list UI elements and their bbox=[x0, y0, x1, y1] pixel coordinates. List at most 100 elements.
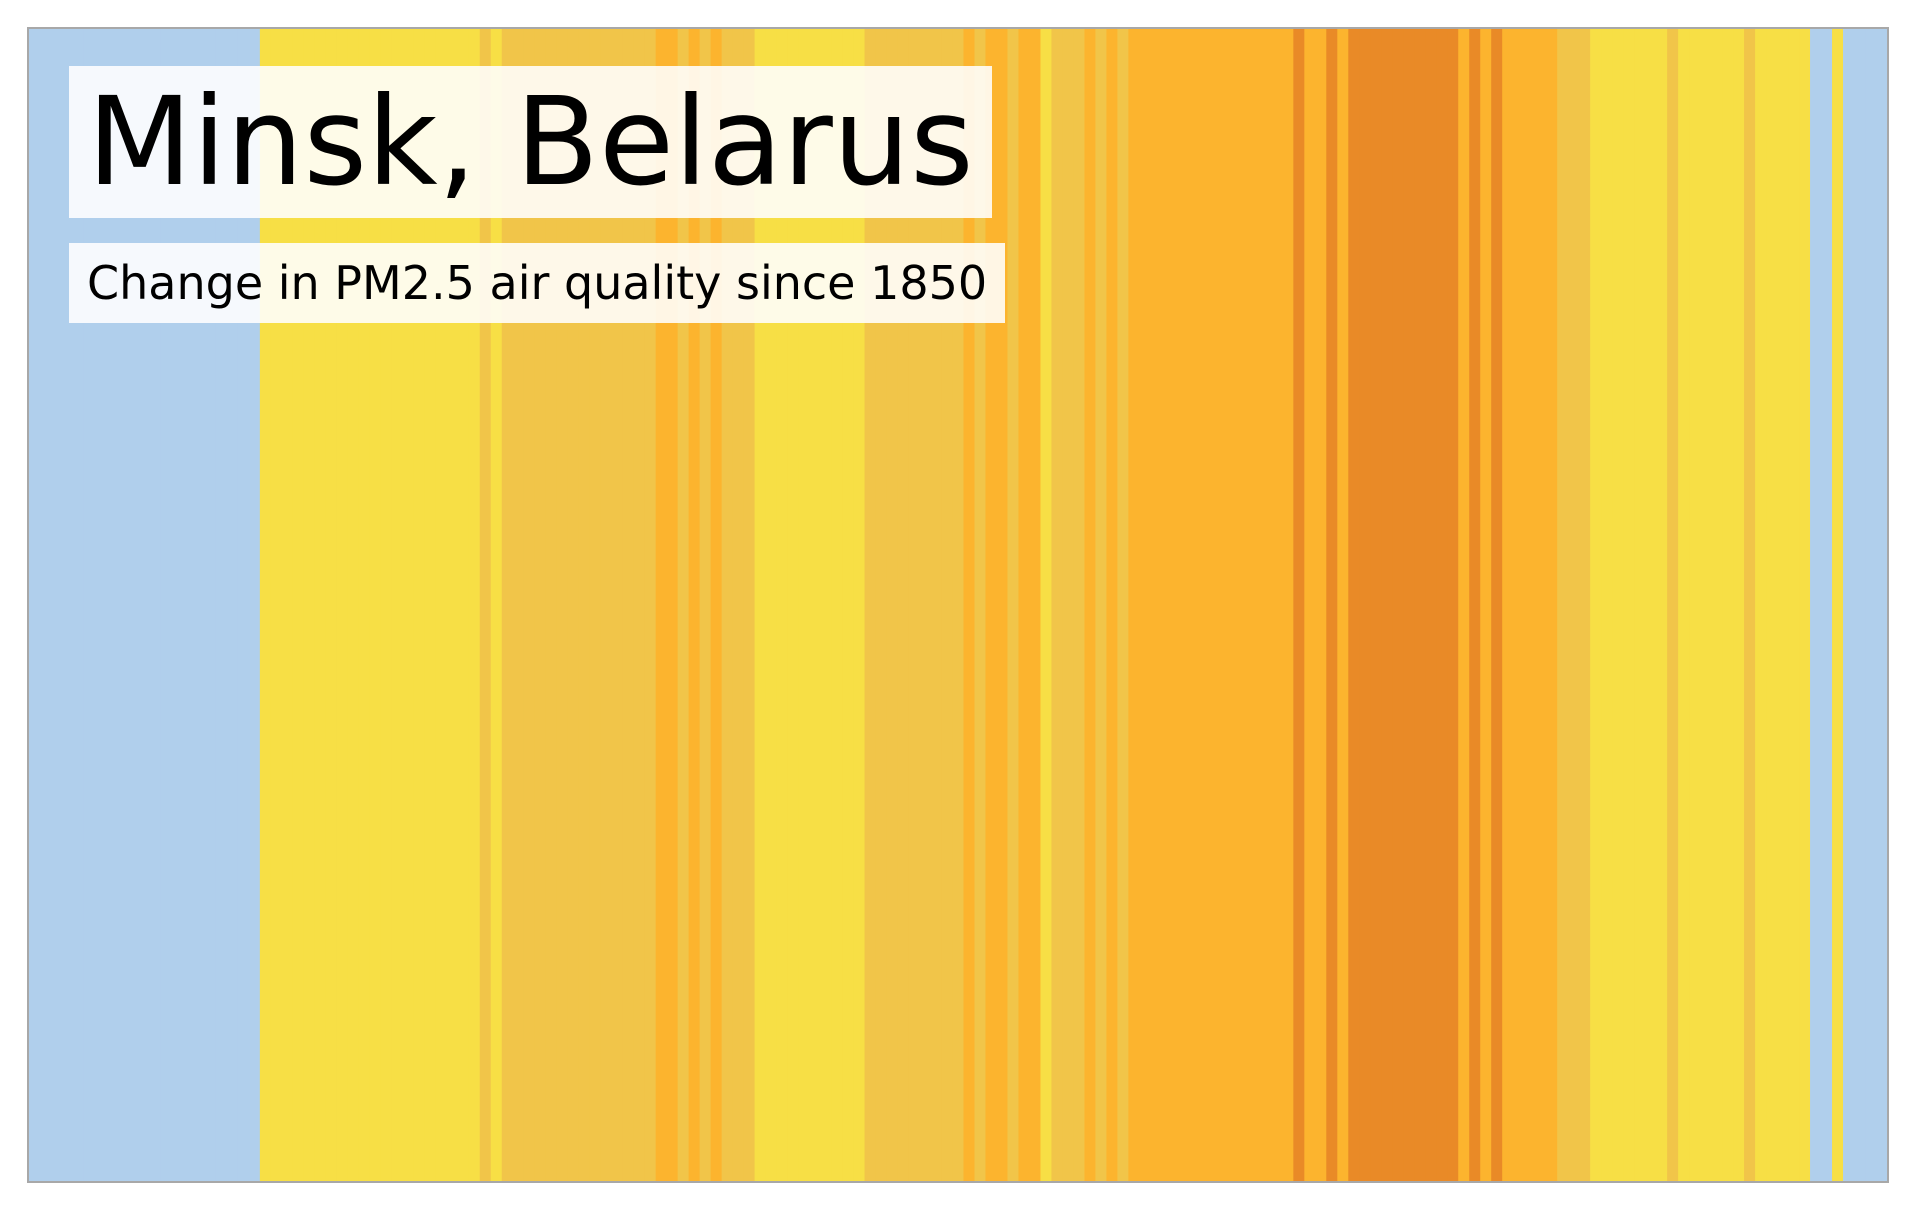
stripe-1975 bbox=[1403, 29, 1415, 1181]
stripe-1948 bbox=[1106, 29, 1119, 1181]
stripe-1896 bbox=[534, 29, 547, 1181]
stripe-1906 bbox=[644, 29, 657, 1181]
stripe-1950 bbox=[1128, 29, 1141, 1181]
stripe-1994 bbox=[1612, 29, 1624, 1181]
stripe-1984 bbox=[1502, 29, 1514, 1181]
stripe-1910 bbox=[688, 29, 701, 1181]
stripe-1992 bbox=[1590, 29, 1602, 1181]
stripe-2017 bbox=[1865, 29, 1877, 1181]
stripe-1944 bbox=[1062, 29, 1075, 1181]
stripe-1969 bbox=[1337, 29, 1349, 1181]
stripe-1901 bbox=[589, 29, 602, 1181]
stripe-1877 bbox=[325, 29, 338, 1181]
stripe-1911 bbox=[699, 29, 712, 1181]
stripe-1902 bbox=[600, 29, 613, 1181]
stripe-1945 bbox=[1073, 29, 1086, 1181]
stripe-1919 bbox=[787, 29, 800, 1181]
stripe-1924 bbox=[842, 29, 855, 1181]
stripe-1971 bbox=[1359, 29, 1371, 1181]
stripe-1915 bbox=[743, 29, 756, 1181]
stripe-2002 bbox=[1700, 29, 1712, 1181]
stripe-1874 bbox=[292, 29, 305, 1181]
stripe-1931 bbox=[919, 29, 932, 1181]
stripe-1863 bbox=[171, 29, 184, 1181]
stripe-1891 bbox=[479, 29, 492, 1181]
stripe-1932 bbox=[930, 29, 943, 1181]
stripe-1852 bbox=[50, 29, 63, 1181]
stripe-2016 bbox=[1854, 29, 1866, 1181]
chart-subtitle: Change in PM2.5 air quality since 1850 bbox=[69, 243, 1006, 323]
stripe-1875 bbox=[303, 29, 316, 1181]
stripe-1974 bbox=[1392, 29, 1404, 1181]
stripe-1909 bbox=[677, 29, 690, 1181]
stripe-1889 bbox=[457, 29, 470, 1181]
stripe-1949 bbox=[1117, 29, 1130, 1181]
stripe-1853 bbox=[61, 29, 74, 1181]
stripe-1880 bbox=[358, 29, 371, 1181]
stripe-1904 bbox=[622, 29, 635, 1181]
stripe-1913 bbox=[721, 29, 734, 1181]
stripe-1960 bbox=[1238, 29, 1250, 1181]
stripe-1917 bbox=[765, 29, 778, 1181]
stripe-1973 bbox=[1381, 29, 1393, 1181]
stripe-1884 bbox=[402, 29, 415, 1181]
stripe-2005 bbox=[1733, 29, 1745, 1181]
stripe-1920 bbox=[798, 29, 811, 1181]
stripe-1870 bbox=[248, 29, 261, 1181]
stripe-2006 bbox=[1744, 29, 1756, 1181]
stripe-1958 bbox=[1216, 29, 1228, 1181]
stripe-1860 bbox=[138, 29, 151, 1181]
stripe-1942 bbox=[1040, 29, 1053, 1181]
stripe-1883 bbox=[391, 29, 404, 1181]
stripe-1895 bbox=[523, 29, 536, 1181]
stripe-1961 bbox=[1249, 29, 1261, 1181]
stripe-1988 bbox=[1546, 29, 1558, 1181]
stripe-1939 bbox=[1007, 29, 1020, 1181]
chart-title: Minsk, Belarus bbox=[69, 66, 992, 218]
stripe-1898 bbox=[556, 29, 569, 1181]
stripe-1976 bbox=[1414, 29, 1426, 1181]
stripe-1892 bbox=[490, 29, 503, 1181]
stripe-1857 bbox=[105, 29, 118, 1181]
stripe-2001 bbox=[1689, 29, 1701, 1181]
stripe-1865 bbox=[193, 29, 206, 1181]
stripe-1990 bbox=[1568, 29, 1580, 1181]
stripe-2003 bbox=[1711, 29, 1723, 1181]
stripe-1982 bbox=[1480, 29, 1492, 1181]
stripe-1862 bbox=[160, 29, 173, 1181]
stripe-2008 bbox=[1766, 29, 1778, 1181]
stripe-1908 bbox=[666, 29, 679, 1181]
stripe-1905 bbox=[633, 29, 646, 1181]
stripe-1878 bbox=[336, 29, 349, 1181]
stripe-1983 bbox=[1491, 29, 1503, 1181]
stripe-2011 bbox=[1799, 29, 1811, 1181]
stripe-1959 bbox=[1227, 29, 1239, 1181]
stripe-1893 bbox=[501, 29, 514, 1181]
stripe-1989 bbox=[1557, 29, 1569, 1181]
stripe-1925 bbox=[853, 29, 866, 1181]
stripe-1954 bbox=[1172, 29, 1184, 1181]
stripe-1890 bbox=[468, 29, 481, 1181]
stripe-1868 bbox=[226, 29, 239, 1181]
stripe-1938 bbox=[996, 29, 1009, 1181]
stripe-1998 bbox=[1656, 29, 1668, 1181]
stripe-1996 bbox=[1634, 29, 1646, 1181]
stripe-1928 bbox=[886, 29, 899, 1181]
stripe-1952 bbox=[1150, 29, 1162, 1181]
stripe-1962 bbox=[1260, 29, 1272, 1181]
stripe-2000 bbox=[1678, 29, 1690, 1181]
stripe-1935 bbox=[963, 29, 976, 1181]
stripe-1993 bbox=[1601, 29, 1613, 1181]
stripe-2014 bbox=[1832, 29, 1844, 1181]
stripe-1894 bbox=[512, 29, 525, 1181]
stripe-1991 bbox=[1579, 29, 1591, 1181]
stripe-1965 bbox=[1293, 29, 1305, 1181]
stripe-1936 bbox=[974, 29, 987, 1181]
stripe-1957 bbox=[1205, 29, 1217, 1181]
stripe-1963 bbox=[1271, 29, 1283, 1181]
stripes-chart: Minsk, Belarus Change in PM2.5 air quali… bbox=[27, 27, 1889, 1183]
stripe-1918 bbox=[776, 29, 789, 1181]
stripe-1887 bbox=[435, 29, 448, 1181]
stripe-1885 bbox=[413, 29, 426, 1181]
stripe-1927 bbox=[875, 29, 888, 1181]
